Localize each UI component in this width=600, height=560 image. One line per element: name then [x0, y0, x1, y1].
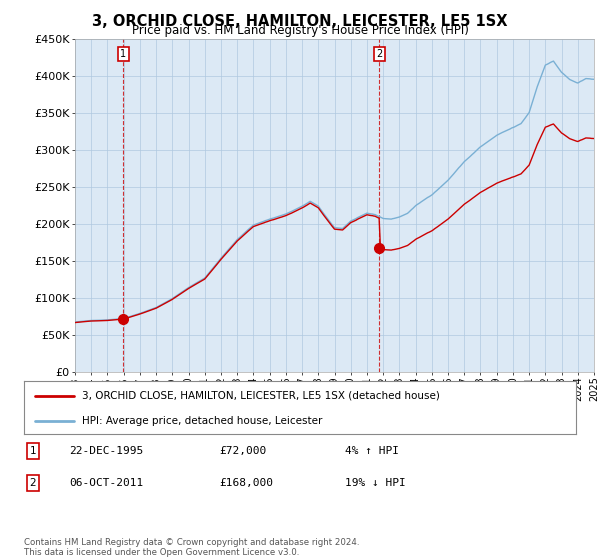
- Text: 06-OCT-2011: 06-OCT-2011: [69, 478, 143, 488]
- Text: 3, ORCHID CLOSE, HAMILTON, LEICESTER, LE5 1SX (detached house): 3, ORCHID CLOSE, HAMILTON, LEICESTER, LE…: [82, 391, 440, 401]
- Text: 1: 1: [29, 446, 37, 456]
- Text: Contains HM Land Registry data © Crown copyright and database right 2024.
This d: Contains HM Land Registry data © Crown c…: [24, 538, 359, 557]
- Text: 22-DEC-1995: 22-DEC-1995: [69, 446, 143, 456]
- Text: 19% ↓ HPI: 19% ↓ HPI: [345, 478, 406, 488]
- Text: 2: 2: [29, 478, 37, 488]
- Text: 1: 1: [120, 49, 126, 59]
- Text: 4% ↑ HPI: 4% ↑ HPI: [345, 446, 399, 456]
- Text: £168,000: £168,000: [219, 478, 273, 488]
- Text: £72,000: £72,000: [219, 446, 266, 456]
- Text: HPI: Average price, detached house, Leicester: HPI: Average price, detached house, Leic…: [82, 416, 322, 426]
- Text: 2: 2: [376, 49, 382, 59]
- Text: 3, ORCHID CLOSE, HAMILTON, LEICESTER, LE5 1SX: 3, ORCHID CLOSE, HAMILTON, LEICESTER, LE…: [92, 14, 508, 29]
- Text: Price paid vs. HM Land Registry's House Price Index (HPI): Price paid vs. HM Land Registry's House …: [131, 24, 469, 37]
